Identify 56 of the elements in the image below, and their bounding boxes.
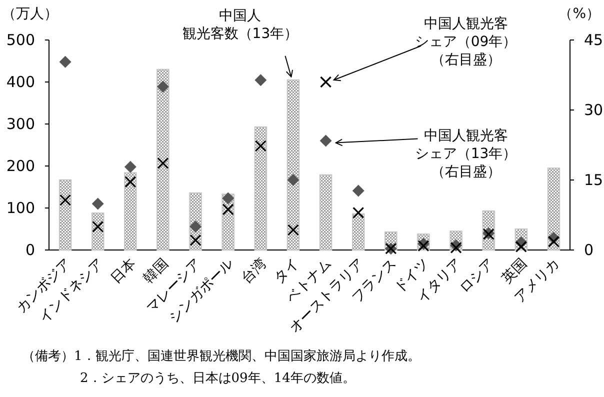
point — [515, 240, 527, 253]
point — [254, 74, 267, 86]
point — [92, 198, 104, 210]
point — [320, 134, 332, 147]
point — [287, 224, 300, 236]
y-tick-label: 0 — [25, 241, 35, 259]
point — [287, 174, 300, 186]
y2-tick-label: 45 — [584, 31, 604, 49]
y2-axis-title: （%） — [558, 6, 600, 22]
point — [254, 140, 266, 152]
bar — [352, 213, 365, 250]
text: 2．シェアのうち、日本は09年、14年の数値。 — [80, 371, 356, 386]
point — [124, 176, 136, 188]
annotation: 観光客数（13年） — [182, 26, 298, 42]
point — [548, 236, 560, 248]
point — [124, 160, 136, 173]
point — [222, 192, 234, 204]
bar — [319, 174, 332, 250]
point — [157, 157, 169, 169]
point — [222, 204, 234, 216]
y-tick-label: 300 — [6, 115, 35, 133]
y-tick-label: 500 — [6, 31, 35, 49]
y-tick-label: 400 — [6, 73, 35, 91]
text: 中国人観光客 — [424, 16, 508, 32]
point — [59, 56, 72, 68]
point — [156, 80, 169, 93]
y2-tick-label: 15 — [584, 171, 604, 189]
point — [450, 242, 462, 254]
y2-tick-label: 30 — [584, 101, 604, 119]
annotation: 中国人観光客 — [424, 128, 508, 144]
point — [352, 206, 364, 218]
x-tick-label: ロシア — [456, 256, 498, 297]
point — [320, 76, 332, 88]
x-tick-label: 英国 — [498, 256, 530, 287]
y-tick-label: 100 — [6, 199, 35, 217]
y2-tick-label: 0 — [584, 241, 594, 259]
bar — [58, 179, 72, 250]
y-tick-label: 200 — [6, 157, 35, 175]
bar — [286, 79, 300, 250]
x-tick-label: 日本 — [108, 256, 140, 287]
x-tick-label: 韓国 — [140, 256, 172, 287]
annotation: （右目盛） — [430, 52, 501, 68]
point — [190, 234, 202, 246]
annotation: （右目盛） — [430, 164, 501, 180]
bar — [547, 168, 560, 250]
annotation: シェア（13年） — [414, 146, 517, 162]
text: 中国人 — [219, 8, 262, 24]
text: （備考）1．観光庁、国連世界観光機関、中国国家旅游局より作成。 — [22, 348, 420, 364]
point — [190, 220, 202, 233]
y-axis-title: （万人） — [2, 6, 58, 22]
bar — [156, 68, 170, 250]
bar — [254, 126, 268, 250]
point — [59, 194, 72, 206]
bar — [124, 172, 137, 250]
x-tick-label: 台湾 — [238, 256, 270, 287]
point — [352, 184, 364, 197]
